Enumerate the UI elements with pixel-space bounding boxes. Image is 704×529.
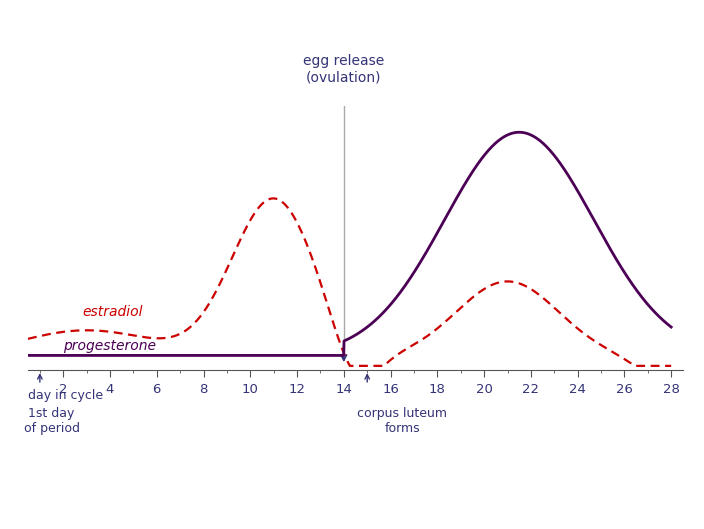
Text: progesterone: progesterone <box>63 340 156 353</box>
Text: egg release
(ovulation): egg release (ovulation) <box>303 54 384 85</box>
Text: 1st day
of period: 1st day of period <box>23 407 80 435</box>
Text: estradiol: estradiol <box>82 305 142 319</box>
Text: corpus luteum
forms: corpus luteum forms <box>358 407 447 435</box>
Text: day in cycle: day in cycle <box>28 389 103 402</box>
